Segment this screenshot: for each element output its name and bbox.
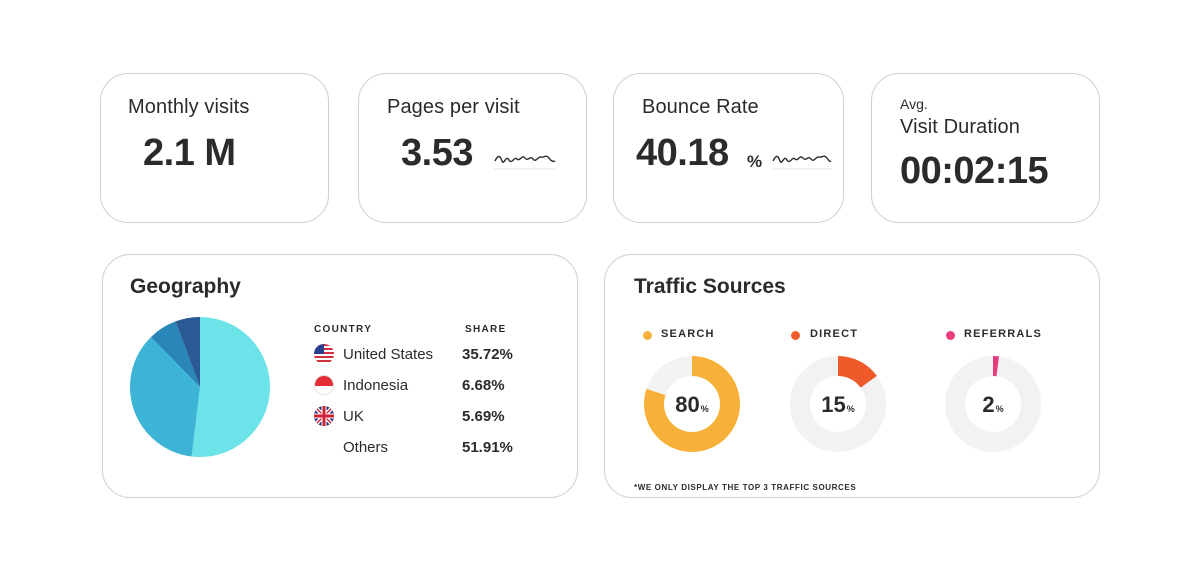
bounce-rate-value: 40.18 [636, 132, 729, 174]
country-share: 6.68% [462, 377, 505, 394]
donut-arc [644, 356, 740, 452]
table-row: UK 5.69% [314, 405, 534, 429]
direct-label: DIRECT [810, 328, 859, 340]
pie-slice-others [191, 317, 270, 457]
monthly-visits-value: 2.1 M [143, 132, 236, 174]
bounce-rate-card: Bounce Rate 40.18 % [613, 73, 844, 223]
visit-duration-prefix: Avg. [900, 96, 928, 112]
monthly-visits-title: Monthly visits [128, 96, 250, 118]
pie-slice-indonesia [150, 321, 200, 387]
pie-slice-united-states [130, 337, 200, 457]
pages-per-visit-value: 3.53 [401, 132, 473, 174]
direct-value: 15% [821, 392, 855, 417]
us-flag-icon [314, 344, 334, 364]
visit-duration-value: 00:02:15 [900, 150, 1049, 192]
referrals-value: 2% [982, 392, 1003, 417]
search-legend-dot [643, 331, 652, 340]
table-row: Indonesia 6.68% [314, 374, 534, 398]
geography-title: Geography [130, 275, 241, 298]
country-column-header: COUNTRY [314, 324, 373, 335]
direct-legend-dot [791, 331, 800, 340]
traffic-sources-card: Traffic Sources SEARCH DIRECT REFERRALS … [604, 254, 1100, 498]
geography-pie-chart [130, 317, 270, 457]
country-name: United States [343, 346, 434, 363]
sparkline-icon [494, 155, 556, 170]
search-value: 80% [675, 392, 709, 417]
referrals-label: REFERRALS [964, 328, 1043, 340]
indonesia-flag-icon [314, 375, 334, 395]
traffic-footnote: *WE ONLY DISPLAY THE TOP 3 TRAFFIC SOURC… [634, 483, 857, 492]
country-share: 51.91% [462, 439, 513, 456]
traffic-sources-title: Traffic Sources [634, 275, 786, 298]
referrals-legend-dot [946, 331, 955, 340]
search-label: SEARCH [661, 328, 715, 340]
donut-arc [790, 356, 886, 452]
country-share: 5.69% [462, 408, 505, 425]
table-row: United States 35.72% [314, 343, 534, 367]
visit-duration-card: Avg. Visit Duration 00:02:15 [871, 73, 1100, 223]
direct-donut-chart: 15% [790, 356, 886, 452]
geography-card: Geography COUNTRY SHARE United States 35… [102, 254, 578, 498]
pages-per-visit-card: Pages per visit 3.53 [358, 73, 587, 223]
monthly-visits-card: Monthly visits 2.1 M [100, 73, 329, 223]
bounce-rate-unit: % [747, 152, 763, 171]
referrals-donut-chart: 2% [945, 356, 1041, 452]
sparkline-icon [772, 155, 832, 170]
country-name: Others [343, 439, 389, 456]
bounce-rate-title: Bounce Rate [642, 96, 759, 118]
pie-slice-uk [175, 317, 200, 387]
uk-flag-icon [314, 406, 334, 426]
visit-duration-title: Visit Duration [900, 116, 1020, 138]
country-share: 35.72% [462, 346, 513, 363]
search-donut-chart: 80% [644, 356, 740, 452]
country-name: Indonesia [343, 377, 409, 394]
share-column-header: SHARE [465, 324, 507, 335]
pages-per-visit-title: Pages per visit [387, 96, 520, 118]
country-name: UK [343, 408, 364, 425]
donut-arc [945, 356, 1041, 452]
table-row: Others 51.91% [314, 436, 534, 460]
